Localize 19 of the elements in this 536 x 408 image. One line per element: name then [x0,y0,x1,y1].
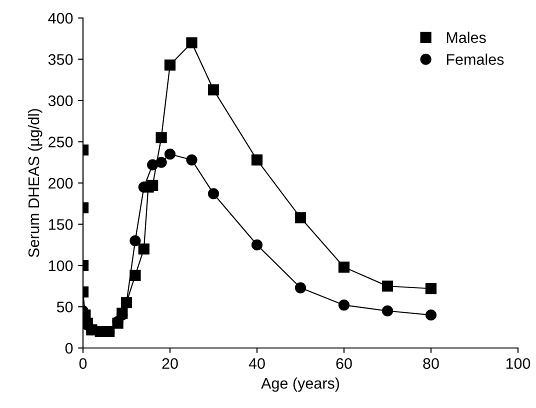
y-tick-label: 100 [48,260,73,272]
y-tick-label: 300 [48,95,73,106]
y-tick-label: 0 [65,342,73,354]
legend-label: Females [446,54,504,65]
y-tick-label: 250 [48,136,73,148]
x-tick-label: 0 [79,358,87,369]
y-tick-label: 200 [48,178,73,189]
y-tick-label: 150 [48,219,73,230]
x-axis-title: Age (years) [261,378,340,392]
x-tick-label: 100 [506,358,530,369]
y-axis-title: Serum DHEAS (µg/dl) [28,109,42,258]
y-tick-label: 50 [56,302,73,312]
x-tick-label: 20 [162,358,178,369]
y-tick-label: 350 [48,54,73,65]
y-tick-label: 400 [48,12,73,24]
x-tick-label: 80 [423,358,439,369]
x-tick-label: 40 [248,358,265,369]
x-tick-label: 60 [336,358,352,369]
legend-label: Males [446,32,486,43]
